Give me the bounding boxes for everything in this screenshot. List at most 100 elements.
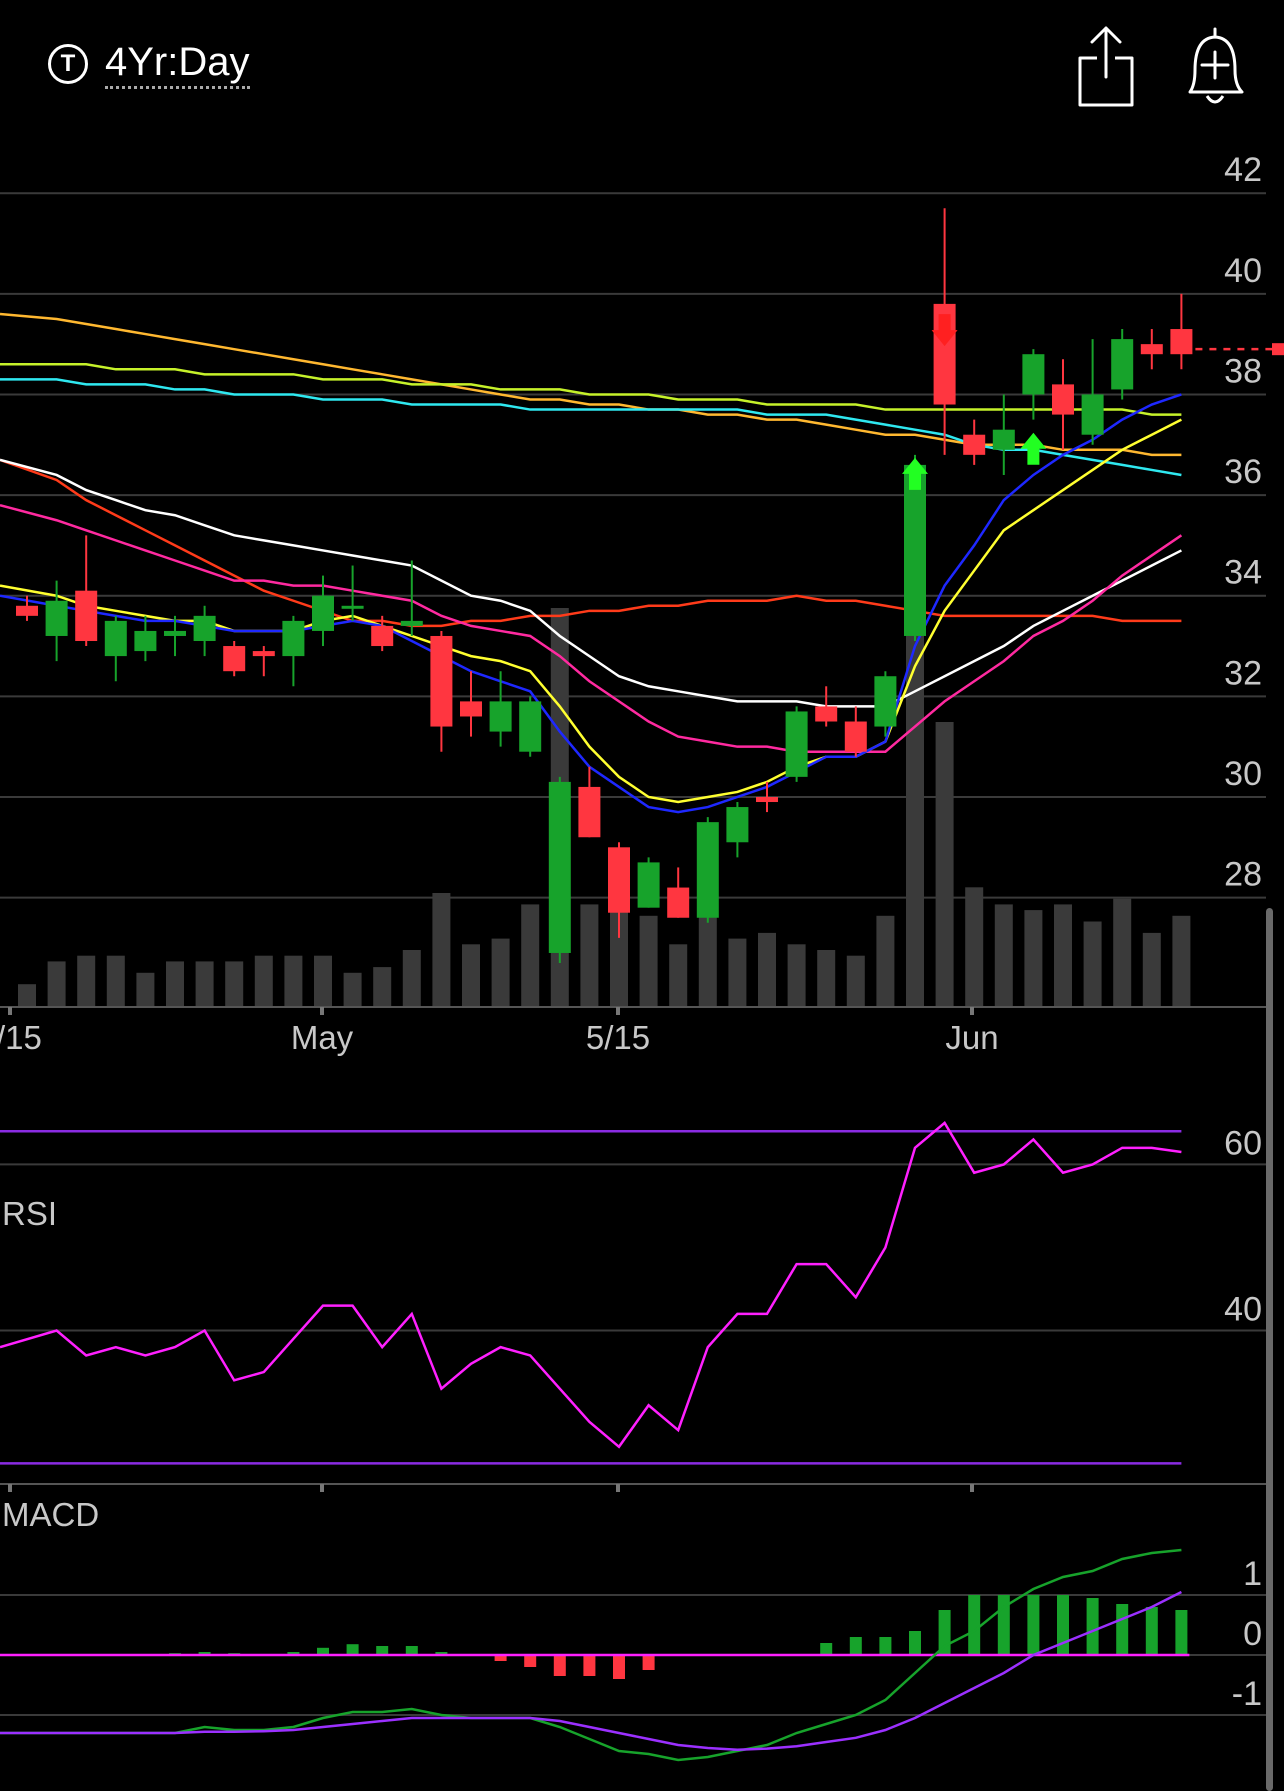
candle-body <box>1052 384 1074 415</box>
macd-tick-label: 0 <box>1243 1615 1262 1653</box>
volume-bar <box>491 938 510 1007</box>
macd-histogram-bar <box>1086 1598 1099 1655</box>
candle-body <box>963 434 986 455</box>
rsi-line <box>0 1121 1182 1449</box>
macd-histogram-bar <box>879 1637 892 1655</box>
volume-bar <box>521 904 540 1007</box>
price-tick-label: 32 <box>1224 654 1262 692</box>
moving-average-line <box>0 458 1182 628</box>
price-tick-label: 34 <box>1224 554 1262 592</box>
macd-histogram-bar <box>1175 1610 1188 1655</box>
scrollbar[interactable] <box>1266 908 1273 1791</box>
macd-histogram-bar <box>494 1655 507 1661</box>
candle-body <box>223 646 246 672</box>
macd-histogram-bar <box>198 1652 211 1655</box>
candle-body <box>400 620 423 626</box>
candle-body <box>1111 339 1134 390</box>
price-tick-label: 38 <box>1224 352 1262 390</box>
candle-body <box>844 721 867 752</box>
volume-bar <box>610 887 628 1007</box>
candle-body <box>252 651 275 657</box>
candle-body <box>45 600 68 636</box>
macd-histogram-bar <box>909 1631 921 1655</box>
candle-body <box>904 464 926 636</box>
last-price-line <box>1195 343 1284 356</box>
macd-histogram-bar <box>287 1652 300 1655</box>
macd-histogram-bar <box>435 1652 448 1655</box>
volume-bar <box>225 961 244 1007</box>
candle-body <box>489 701 512 732</box>
volume-bar <box>876 915 895 1007</box>
macd-histogram-bar <box>376 1646 389 1655</box>
candle-body <box>519 701 542 752</box>
candle-body <box>460 701 482 717</box>
volume-bar <box>77 955 96 1007</box>
candle-body <box>371 625 394 647</box>
macd-histogram-bar <box>1057 1595 1069 1655</box>
candle-body <box>548 781 571 953</box>
price-tick-label: 36 <box>1224 453 1262 491</box>
volume-bar <box>965 887 984 1007</box>
volume-bar <box>47 961 66 1007</box>
period-selector[interactable]: 4Yr:Day <box>105 38 250 89</box>
price-tick-label: 30 <box>1224 755 1262 793</box>
moving-average-line <box>0 458 1182 708</box>
macd-tick-label: -1 <box>1232 1675 1262 1713</box>
buy-signal-arrow <box>902 457 928 490</box>
volume-bar <box>402 950 421 1007</box>
volume-bar <box>343 972 362 1007</box>
volume-bar <box>18 984 36 1007</box>
candle-body <box>1170 329 1193 355</box>
candle-body <box>282 620 305 657</box>
signal-arrows <box>902 314 1047 490</box>
rsi-tick-label: 60 <box>1224 1124 1262 1162</box>
buy-signal-arrow <box>1020 432 1047 465</box>
price-grid <box>0 192 1266 899</box>
candle-body <box>667 887 690 918</box>
macd-histogram-bar <box>346 1644 359 1655</box>
volume-bar <box>1142 932 1161 1007</box>
candle-body <box>696 822 719 918</box>
candle-body <box>874 676 897 727</box>
candle-body <box>134 630 157 652</box>
volume-bar <box>846 955 865 1007</box>
volume-bar <box>669 944 688 1007</box>
candle-body <box>1081 394 1104 435</box>
price-tick-label: 40 <box>1224 252 1262 290</box>
volume-bar <box>1113 898 1132 1007</box>
candle-body <box>756 796 778 803</box>
volume-bar <box>698 910 717 1007</box>
candlesticks <box>16 208 1193 964</box>
macd-histogram-bar <box>583 1655 596 1676</box>
moving-average-lines <box>0 312 1183 814</box>
alert-bell-icon[interactable] <box>1180 25 1250 110</box>
volume-bar <box>1172 915 1191 1007</box>
volume-bar <box>432 893 451 1007</box>
volume-bar <box>935 722 954 1007</box>
volume-bar <box>580 904 599 1007</box>
macd-histogram-bar <box>613 1655 625 1679</box>
candle-body <box>193 615 216 642</box>
volume-bar <box>254 955 273 1007</box>
candle-body <box>430 635 453 727</box>
candle-body <box>164 630 186 636</box>
volume-bars <box>18 590 1191 1007</box>
volume-bar <box>106 955 125 1007</box>
candle-body <box>104 620 127 657</box>
volume-bar <box>136 972 155 1007</box>
macd-tick-label: 1 <box>1243 1555 1262 1593</box>
share-icon[interactable] <box>1075 25 1137 110</box>
macd-histogram-bar <box>820 1643 833 1655</box>
candle-body <box>608 847 630 913</box>
candle-body <box>1022 354 1045 395</box>
macd-histogram-bar <box>1027 1595 1040 1655</box>
macd-histogram-bar <box>968 1595 981 1655</box>
macd-histogram-bar <box>553 1655 566 1676</box>
macd-histogram-bar <box>1116 1604 1129 1655</box>
ticker-symbol-icon[interactable]: T <box>48 44 88 84</box>
macd-histogram-bar <box>524 1655 537 1667</box>
candle-body <box>578 786 601 838</box>
x-axis-label: 5/15 <box>586 1019 650 1056</box>
macd-panel: MACD 1 0 -1 <box>0 1496 1266 1762</box>
